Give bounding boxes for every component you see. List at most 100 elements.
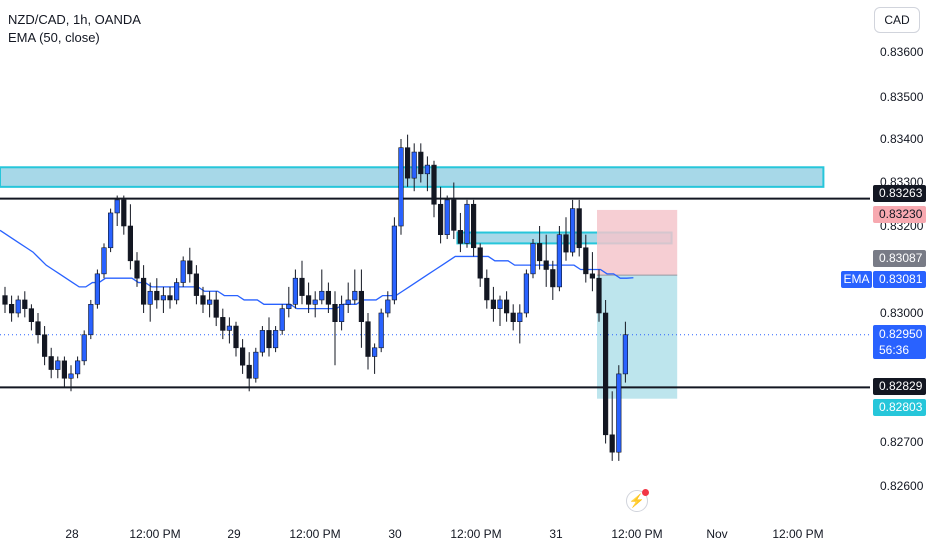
candle-body (352, 290, 358, 301)
candle-body (55, 360, 61, 370)
x-tick: 31 (549, 527, 563, 541)
candle (345, 282, 351, 313)
candle-body (88, 303, 94, 336)
candle-body (246, 364, 252, 379)
candle (220, 308, 226, 340)
candle (424, 156, 431, 192)
candle-body (312, 299, 318, 305)
candle (602, 299, 609, 444)
candle-body (378, 312, 384, 349)
indicator-legend[interactable]: EMA (50, close) (8, 30, 100, 45)
last-price-tag: 0.82950 56:36 (873, 325, 926, 359)
candle-body (609, 434, 615, 453)
short-position-tool (597, 209, 678, 399)
candle-body (437, 203, 444, 236)
candle (305, 282, 312, 313)
candle (490, 286, 497, 322)
candle-body (503, 299, 510, 314)
candle-body (358, 290, 365, 323)
candle (41, 326, 48, 366)
x-tick: 12:00 PM (129, 527, 181, 541)
candle-body (9, 303, 15, 314)
candle (141, 265, 147, 313)
candle-body (147, 290, 153, 305)
candle (536, 226, 543, 270)
candle (523, 269, 529, 318)
candle (563, 217, 569, 261)
candle-body (470, 203, 477, 249)
candle-body (424, 164, 431, 175)
candle (147, 282, 153, 322)
candle-body (75, 360, 81, 375)
candle-body (28, 308, 35, 322)
symbol-title[interactable]: NZD/CAD, 1h, OANDA (8, 12, 141, 27)
candle-body (292, 277, 299, 305)
candle-body (543, 260, 549, 270)
candle-body (332, 303, 338, 322)
candle (55, 356, 61, 379)
candle (404, 134, 411, 187)
candle (75, 356, 81, 379)
candle-body (523, 273, 529, 314)
candle (418, 143, 424, 183)
candle-body (68, 373, 74, 379)
y-tick: 0.83500 (880, 90, 924, 104)
bar-countdown: 56:36 (879, 343, 910, 357)
flash-icon[interactable]: ⚡ (626, 489, 649, 512)
candle (279, 304, 285, 335)
candle (253, 347, 259, 383)
candle (411, 143, 417, 192)
candle-body (253, 351, 259, 379)
candle-body (134, 260, 140, 279)
candle (272, 326, 279, 353)
candle-body (193, 273, 200, 296)
candle (319, 269, 325, 305)
candle-body (325, 290, 332, 305)
candle (160, 286, 167, 313)
candle-body (127, 225, 134, 262)
candle (569, 199, 576, 257)
candle (470, 199, 477, 257)
candle-body (484, 277, 490, 301)
candle (583, 234, 589, 283)
candle (213, 291, 219, 327)
candle (121, 195, 127, 235)
candle (246, 352, 252, 392)
candle-body (550, 269, 556, 288)
candle-body (2, 295, 8, 305)
candle (9, 295, 15, 322)
candle-body (556, 234, 562, 288)
y-tick: 0.82700 (880, 435, 924, 449)
candle-body (305, 295, 312, 305)
candle-body (563, 234, 569, 253)
candle (391, 217, 398, 305)
stop-loss-area (597, 209, 678, 276)
resistance-price-tag: 0.83263 (873, 185, 926, 202)
currency-button[interactable]: CAD (874, 7, 920, 33)
candle-body (444, 199, 450, 235)
candle-body (279, 308, 285, 331)
candle-body (233, 325, 239, 349)
candle-body (259, 330, 266, 353)
candle-body (94, 273, 100, 305)
candle (365, 313, 371, 370)
candle (286, 286, 292, 318)
candle (510, 304, 516, 331)
candle-body (319, 290, 325, 301)
candle (398, 139, 404, 235)
candle-body (41, 334, 48, 357)
candle (517, 304, 523, 344)
candle (371, 343, 378, 374)
x-tick: 12:00 PM (289, 527, 341, 541)
last-price: 0.82950 (879, 327, 923, 341)
candle (193, 265, 200, 305)
candle (292, 269, 299, 309)
candle (444, 195, 450, 240)
candle (299, 260, 305, 305)
candle (464, 199, 470, 248)
candle-body (365, 321, 371, 357)
ema-layer (0, 229, 634, 310)
candle-body (174, 282, 180, 301)
y-tick: 0.83000 (880, 306, 924, 320)
